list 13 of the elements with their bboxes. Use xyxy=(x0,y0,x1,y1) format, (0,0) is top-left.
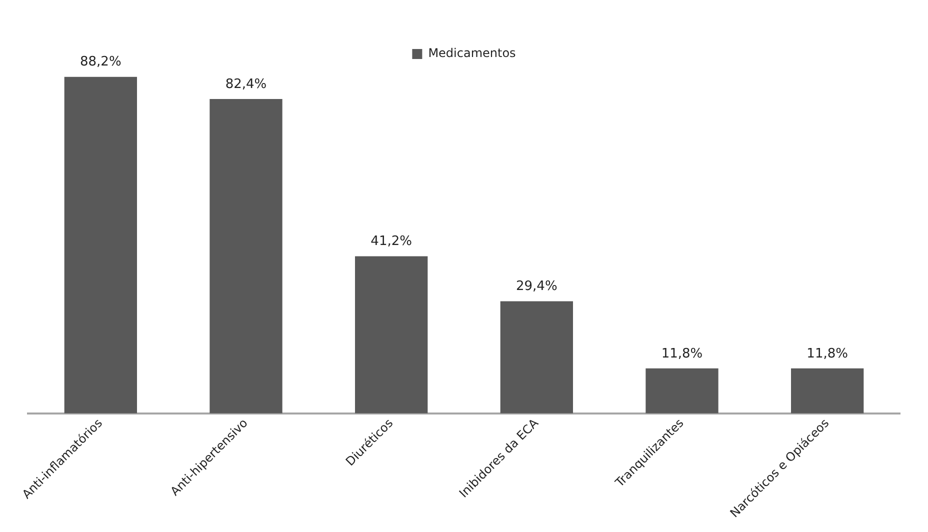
data-label: 11,8% xyxy=(661,346,703,362)
data-label: 11,8% xyxy=(806,346,848,362)
data-label: 29,4% xyxy=(516,279,558,294)
bar xyxy=(791,368,864,414)
bar xyxy=(64,76,137,414)
legend-label: Medicamentos xyxy=(428,46,516,60)
bar xyxy=(500,301,573,414)
bar xyxy=(210,99,282,414)
data-label: 82,4% xyxy=(225,76,267,92)
data-label: 88,2% xyxy=(80,54,122,70)
data-label: 41,2% xyxy=(370,234,412,250)
bar xyxy=(355,256,428,414)
bar xyxy=(646,368,718,414)
